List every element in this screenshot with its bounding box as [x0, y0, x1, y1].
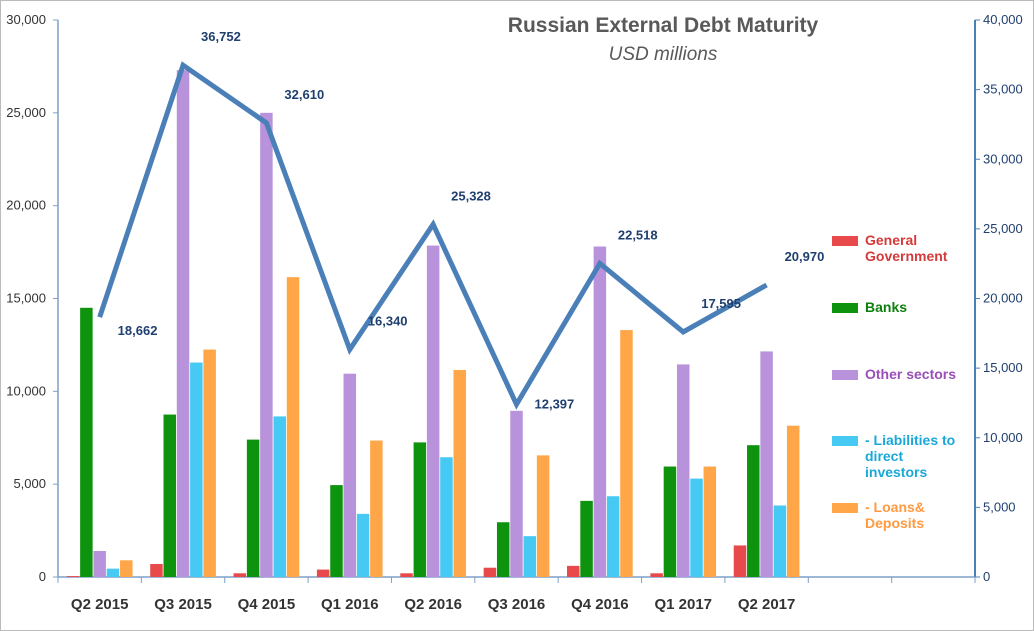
x-tick-label: Q1 2016 — [321, 596, 379, 613]
bar — [400, 573, 413, 577]
bar — [496, 522, 510, 577]
data-label: 20,970 — [785, 249, 825, 264]
legend-entry: - Loans& Deposits — [832, 499, 967, 531]
bar — [663, 466, 677, 577]
bar — [690, 478, 703, 577]
y2-tick-label: 0 — [983, 569, 990, 584]
y-tick-label: 15,000 — [6, 291, 46, 306]
chart-subtitle: USD millions — [609, 44, 718, 65]
bar — [316, 569, 330, 577]
x-tick-label: Q4 2015 — [238, 596, 296, 613]
legend-swatch — [832, 303, 858, 313]
bar — [150, 564, 163, 577]
data-label: 25,328 — [451, 188, 491, 203]
y-tick-label: 25,000 — [6, 105, 46, 120]
data-label: 18,662 — [118, 323, 158, 338]
y2-tick-label: 10,000 — [983, 430, 1023, 445]
legend-swatch — [832, 436, 858, 446]
bar — [370, 440, 383, 577]
y2-tick-label: 35,000 — [983, 82, 1023, 97]
bar — [260, 112, 273, 577]
legend-label: Banks — [865, 299, 908, 315]
bar — [747, 445, 760, 577]
y-tick-label: 5,000 — [13, 476, 46, 491]
x-tick-label: Q1 2017 — [654, 596, 712, 613]
x-tick-label: Q4 2016 — [571, 596, 629, 613]
y-tick-label: 30,000 — [6, 12, 46, 27]
legend-swatch — [832, 503, 858, 513]
bar — [620, 330, 633, 577]
bar — [163, 414, 176, 577]
y2-tick-label: 5,000 — [983, 499, 1016, 514]
bar — [426, 245, 440, 577]
y2-tick-label: 30,000 — [983, 151, 1023, 166]
x-tick-label: Q2 2016 — [404, 596, 462, 613]
bar — [650, 573, 663, 577]
bar — [203, 349, 216, 577]
y-tick-label: 0 — [39, 569, 46, 584]
legend-entry: Other sectors — [832, 366, 967, 382]
bar — [580, 500, 593, 577]
bar — [233, 573, 247, 577]
bar — [786, 425, 800, 577]
data-label: 32,610 — [284, 87, 324, 102]
bar — [190, 362, 203, 577]
bar — [773, 505, 787, 577]
legend-entry: - Liabilities to direct investors — [832, 432, 967, 480]
bar — [606, 496, 620, 577]
data-label: 16,340 — [368, 313, 408, 328]
bar — [676, 364, 690, 577]
line-series — [97, 61, 768, 410]
x-tick-label: Q3 2016 — [488, 596, 546, 613]
bar — [593, 246, 607, 577]
bar — [106, 568, 120, 577]
x-tick-label: Q2 2015 — [71, 596, 129, 613]
legend-label: - Liabilities to direct investors — [865, 432, 956, 480]
bar — [120, 560, 133, 577]
legend-label: Other sectors — [865, 366, 957, 382]
bar — [66, 576, 80, 577]
bar — [356, 513, 370, 577]
bar — [343, 373, 357, 577]
legend-entry: Banks — [832, 299, 967, 315]
bar — [760, 351, 773, 577]
y-tick-label: 20,000 — [6, 198, 46, 213]
bar — [536, 455, 550, 577]
legend-swatch — [832, 236, 858, 246]
bar — [440, 457, 453, 577]
bar — [176, 70, 190, 577]
legend-swatch — [832, 370, 858, 380]
data-label: 17,595 — [701, 296, 741, 311]
bar — [453, 369, 466, 577]
legend-label: General Government — [865, 232, 948, 264]
x-tick-label: Q3 2015 — [154, 596, 212, 613]
bar — [80, 307, 93, 577]
bar — [523, 536, 537, 577]
bar — [330, 485, 343, 577]
legend-label: - Loans& Deposits — [865, 499, 925, 531]
bar — [246, 439, 260, 577]
bar — [93, 551, 106, 577]
data-label: 22,518 — [618, 227, 658, 242]
chart-title: Russian External Debt Maturity — [508, 14, 819, 37]
bar — [510, 410, 523, 577]
bar — [703, 466, 717, 577]
x-tick-label: Q2 2017 — [738, 596, 796, 613]
bar — [286, 277, 300, 577]
y2-tick-label: 20,000 — [983, 291, 1023, 306]
y2-tick-label: 25,000 — [983, 221, 1023, 236]
bar — [273, 416, 286, 577]
data-label: 12,397 — [535, 396, 575, 411]
bar — [567, 565, 580, 577]
y2-tick-label: 15,000 — [983, 360, 1023, 375]
y2-tick-label: 40,000 — [983, 12, 1023, 27]
bar — [733, 545, 747, 577]
y-tick-label: 10,000 — [6, 383, 46, 398]
legend-entry: General Government — [832, 232, 967, 264]
data-label: 36,752 — [201, 29, 241, 44]
bar — [483, 567, 497, 577]
bar — [413, 442, 427, 577]
